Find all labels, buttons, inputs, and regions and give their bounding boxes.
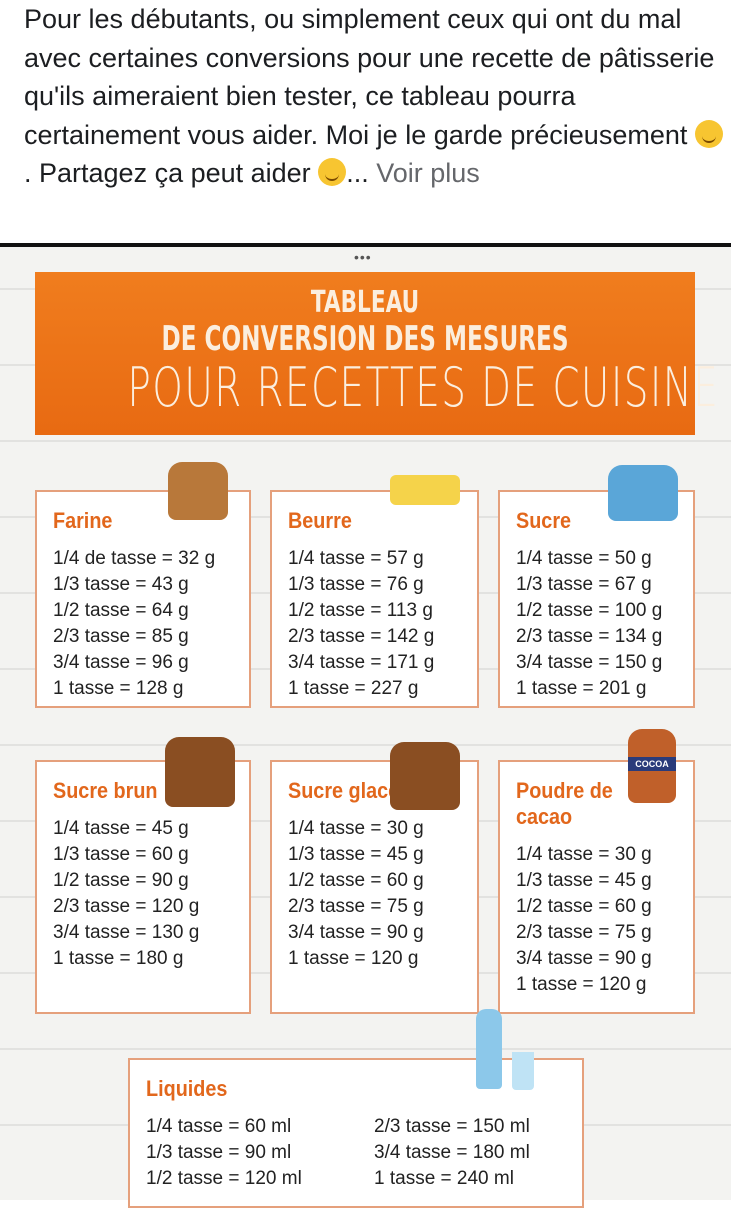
card-row: 1 tasse = 120 g	[288, 948, 419, 969]
card-row: 1/2 tasse = 113 g	[288, 600, 433, 621]
card-title: Sucre	[516, 508, 572, 533]
card-row: 1/3 tasse = 76 g	[288, 574, 424, 595]
card-row: 1/3 tasse = 67 g	[516, 574, 652, 595]
conversion-infographic[interactable]: ••• TABLEAU DE CONVERSION DES MESURES PO…	[0, 247, 731, 1208]
card-sucre: Sucre 1/4 tasse = 50 g 1/3 tasse = 67 g 1/2…	[498, 490, 695, 708]
card-row: 1/4 de tasse = 32 g	[53, 548, 216, 569]
butter-icon	[390, 475, 460, 505]
card-row: 1 tasse = 240 ml	[374, 1168, 514, 1189]
card-row: 1 tasse = 227 g	[288, 678, 419, 699]
card-row: 3/4 tasse = 171 g	[288, 652, 435, 673]
card-row: 1 tasse = 120 g	[516, 974, 647, 995]
card-row: 1/4 tasse = 60 ml	[146, 1116, 292, 1137]
cocoa-box-label: COCOA	[628, 757, 676, 771]
card-row: 1/2 tasse = 90 g	[53, 870, 189, 891]
card-title: Sucre glace	[288, 778, 400, 803]
card-row: 1/3 tasse = 90 ml	[146, 1142, 292, 1163]
card-row: 3/4 tasse = 90 g	[516, 948, 652, 969]
banner: TABLEAU DE CONVERSION DES MESURES POUR R…	[35, 272, 720, 435]
card-row: 3/4 tasse = 96 g	[53, 652, 189, 673]
card-row: 1/2 tasse = 120 ml	[146, 1168, 302, 1189]
card-row: 1/2 tasse = 60 g	[288, 870, 424, 891]
card-title: Poudre de cacao	[516, 778, 613, 829]
card-title: Beurre	[288, 508, 352, 533]
card-row: 1 tasse = 128 g	[53, 678, 184, 699]
card-row: 1/3 tasse = 60 g	[53, 844, 189, 865]
powdered-sugar-sack-icon	[390, 742, 460, 810]
divider	[0, 243, 731, 247]
more-options-icon[interactable]: •••	[354, 249, 372, 265]
ellipsis: ...	[346, 158, 369, 188]
card-row: 2/3 tasse = 75 g	[288, 896, 424, 917]
card-row: 3/4 tasse = 150 g	[516, 652, 663, 673]
see-more-link[interactable]: Voir plus	[376, 158, 480, 188]
card-row: 2/3 tasse = 150 ml	[374, 1116, 530, 1137]
sugar-box-icon	[608, 465, 678, 521]
card-beurre: Beurre 1/4 tasse = 57 g 1/3 tasse = 76 g 1/…	[270, 490, 479, 708]
card-row: 3/4 tasse = 130 g	[53, 922, 200, 943]
card-title: Sucre brun	[53, 778, 158, 803]
card-row: 1/4 tasse = 30 g	[516, 844, 652, 865]
card-farine: Farine 1/4 de tasse = 32 g 1/3 tasse = 43 …	[35, 490, 251, 708]
winking-face-icon	[318, 158, 347, 186]
flour-sack-icon	[168, 462, 228, 520]
card-row: 1/4 tasse = 30 g	[288, 818, 424, 839]
card-row: 1/4 tasse = 50 g	[516, 548, 652, 569]
card-title: Farine	[53, 508, 113, 533]
card-row: 1 tasse = 201 g	[516, 678, 647, 699]
card-title: Liquides	[146, 1076, 228, 1101]
card-row: 2/3 tasse = 134 g	[516, 626, 663, 647]
banner-line-2: DE CONVERSION DES MESURES	[161, 319, 569, 359]
post-body-2: . Partagez ça peut aider	[24, 158, 311, 188]
card-row: 1/4 tasse = 45 g	[53, 818, 189, 839]
card-row: 2/3 tasse = 142 g	[288, 626, 435, 647]
card-row: 1/4 tasse = 57 g	[288, 548, 424, 569]
banner-line-1: TABLEAU	[310, 285, 420, 320]
card-row: 2/3 tasse = 75 g	[516, 922, 652, 943]
card-row: 1/2 tasse = 60 g	[516, 896, 652, 917]
card-row: 3/4 tasse = 180 ml	[374, 1142, 530, 1163]
card-row: 3/4 tasse = 90 g	[288, 922, 424, 943]
card-row: 1/2 tasse = 100 g	[516, 600, 663, 621]
card-row: 1 tasse = 180 g	[53, 948, 184, 969]
water-glass-icon	[512, 1052, 534, 1090]
brown-sugar-sack-icon	[165, 737, 235, 807]
banner-line-3: POUR RECETTES DE CUISINE	[127, 356, 720, 419]
card-row: 1/3 tasse = 45 g	[516, 870, 652, 891]
card-row: 1/3 tasse = 45 g	[288, 844, 424, 865]
post-body: Pour les débutants, ou simplement ceux q…	[24, 4, 715, 150]
card-row: 1/3 tasse = 43 g	[53, 574, 189, 595]
card-row: 1/2 tasse = 64 g	[53, 600, 189, 621]
card-row: 2/3 tasse = 120 g	[53, 896, 200, 917]
water-bottle-icon	[476, 1009, 502, 1089]
post-text: Pour les débutants, ou simplement ceux q…	[24, 0, 724, 193]
card-sucre-glace: Sucre glace 1/4 tasse = 30 g 1/3 tasse = 4…	[270, 760, 479, 1014]
smiling-face-icon	[694, 119, 723, 148]
card-row: 2/3 tasse = 85 g	[53, 626, 189, 647]
